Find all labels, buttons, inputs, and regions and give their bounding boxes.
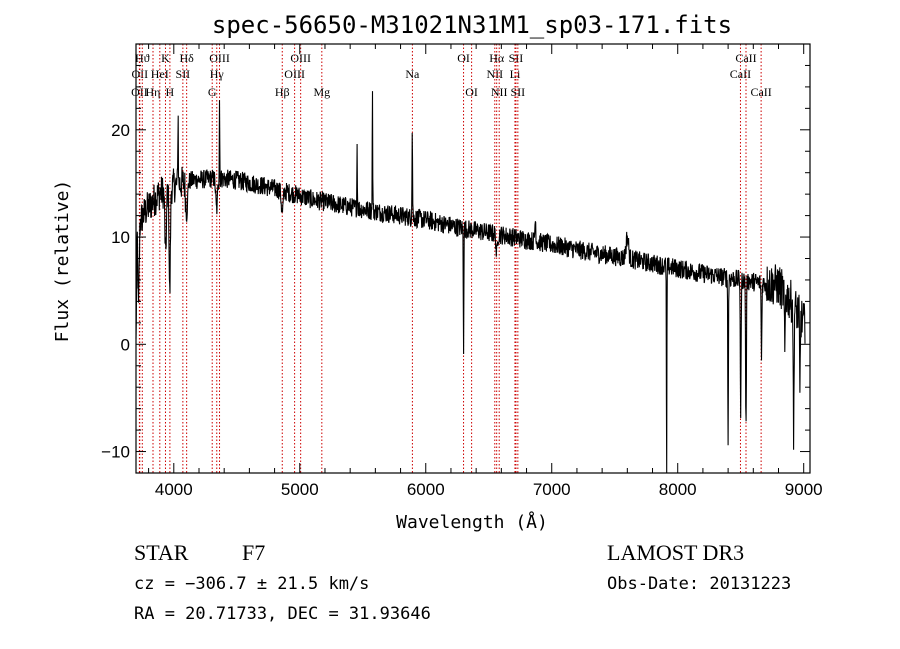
line-marker-label-16: Na	[405, 67, 420, 81]
x-tick-label-3: 7000	[533, 480, 571, 499]
chart-title: spec-56650-M31021N31M1_sp03-171.fits	[212, 11, 732, 39]
line-marker-label-3: Hη	[146, 85, 161, 99]
line-marker-label-1: OII	[131, 67, 148, 81]
line-marker-label-4: HeI	[151, 67, 169, 81]
line-marker-label-19: NII	[486, 67, 503, 81]
x-tick-label-0: 4000	[155, 480, 193, 499]
line-marker-label-26: CaII	[735, 51, 756, 65]
line-marker-label-23: SII	[509, 51, 524, 65]
x-tick-label-2: 6000	[407, 480, 445, 499]
line-marker-label-15: Mg	[313, 85, 330, 99]
survey-name: LAMOST DR3	[607, 540, 744, 565]
line-marker-label-11: OIII	[209, 51, 230, 65]
line-marker-label-13: OIII	[284, 67, 305, 81]
sky-coordinates: RA = 20.71733, DEC = 31.93646	[134, 604, 431, 624]
line-marker-label-20: Hα	[489, 51, 505, 65]
line-marker-label-10: Hγ	[210, 67, 225, 81]
spectrum-layer	[135, 91, 806, 474]
line-marker-label-9: G	[208, 85, 217, 99]
spectrum-line	[135, 91, 806, 474]
y-tick-label-0: −10	[101, 443, 130, 462]
line-marker-label-18: OI	[465, 85, 478, 99]
y-tick-label-2: 10	[111, 228, 130, 247]
line-marker-label-21: NII	[491, 85, 508, 99]
line-marker-label-14: OIII	[290, 51, 311, 65]
x-tick-label-1: 5000	[281, 480, 319, 499]
line-marker-label-8: Hδ	[179, 51, 194, 65]
line-marker-label-27: CaII	[750, 85, 771, 99]
line-marker-label-6: H	[166, 85, 175, 99]
line-marker-label-17: OI	[457, 51, 470, 65]
object-subclass: F7	[242, 540, 265, 565]
y-tick-label-1: 0	[121, 335, 130, 354]
x-tick-label-4: 8000	[659, 480, 697, 499]
x-axis-label: Wavelength (Å)	[396, 511, 548, 533]
observation-date: Obs-Date: 20131223	[607, 574, 791, 594]
x-tick-label-5: 9000	[785, 480, 823, 499]
line-marker-label-0: OII	[131, 85, 148, 99]
line-marker-label-2: Hϑ	[135, 51, 150, 65]
object-class: STAR	[134, 540, 189, 565]
axis-layer: 4000 5000 6000 7000 8000 9000 −10 0 10 20	[101, 43, 823, 499]
line-marker-label-7: SII	[176, 67, 191, 81]
y-axis-label: Flux (relative)	[52, 180, 73, 343]
line-marker-label-22: Li	[510, 67, 521, 81]
y-tick-label-3: 20	[111, 121, 130, 140]
redshift-value: cz = −306.7 ± 21.5 km/s	[134, 574, 369, 594]
line-marker-label-5: K	[161, 51, 170, 65]
line-marker-label-25: CaII	[730, 67, 751, 81]
line-marker-label-24: SII	[511, 85, 526, 99]
line-marker-label-12: Hβ	[275, 85, 290, 99]
